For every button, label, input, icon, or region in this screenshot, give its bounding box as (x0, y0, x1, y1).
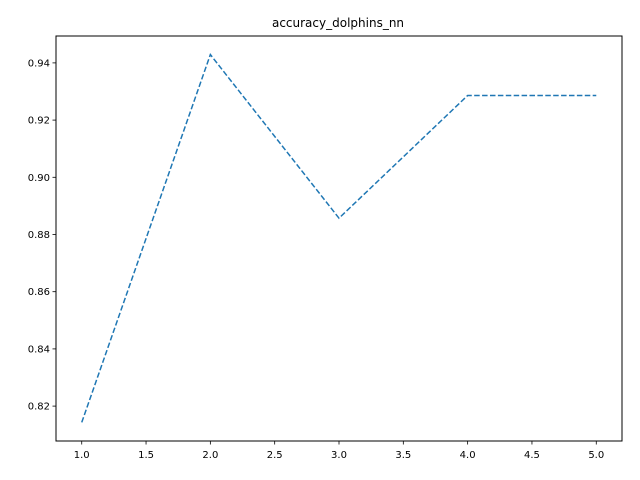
x-tick-label: 4.5 (524, 450, 540, 461)
y-tick-label: 0.84 (28, 344, 50, 355)
x-tick-label: 4.0 (460, 450, 476, 461)
x-tick-label: 1.5 (138, 450, 154, 461)
x-tick-label: 1.0 (74, 450, 90, 461)
plot-area: 1.0 1.5 2.0 2.5 3.0 3.5 4.0 4.5 5.0 0.82 0.84 0.86 0… (28, 53, 604, 461)
y-tick-label: 0.92 (28, 116, 50, 127)
y-tick-label: 0.82 (28, 402, 50, 413)
x-tick-label: 2.5 (267, 450, 283, 461)
x-tick-label: 3.0 (331, 450, 347, 461)
x-tick-label: 2.0 (202, 450, 218, 461)
chart-title: accuracy_dolphins_nn (272, 16, 404, 30)
axes-frame (55, 35, 623, 442)
y-tick-label: 0.86 (28, 287, 50, 298)
x-tick-label: 3.5 (395, 450, 411, 461)
y-tick-label: 0.90 (28, 173, 50, 184)
y-tick-label: 0.88 (28, 230, 50, 241)
x-tick-label: 5.0 (588, 450, 604, 461)
y-tick-label: 0.94 (28, 58, 50, 69)
series-line (81, 53, 597, 423)
